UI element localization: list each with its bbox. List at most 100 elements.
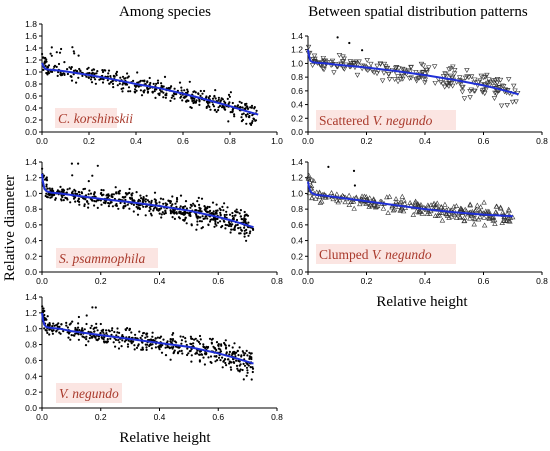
data-point [233,115,236,118]
data-point [46,73,49,76]
data-point [48,333,51,336]
data-point [114,338,118,341]
data-point [146,80,149,83]
data-point [348,41,351,45]
data-point [503,217,509,223]
data-point [241,106,244,109]
data-point [471,221,477,227]
data-point [208,337,212,340]
data-point [144,200,147,203]
data-point [246,107,250,110]
data-point [219,99,223,102]
data-point [198,98,201,101]
data-point [127,90,130,93]
data-point [393,196,399,201]
data-point [353,184,356,187]
data-point [247,364,250,367]
data-point [223,343,226,346]
data-point [229,366,232,369]
x-tick-label: 0.4 [154,276,166,286]
data-point [81,74,84,77]
data-point [210,218,213,221]
panel-label: Clumped V. negundo [319,247,432,262]
data-point [217,109,220,112]
data-point [197,215,200,218]
data-point [217,96,220,99]
data-point [149,338,153,341]
fitted-line [41,62,259,116]
data-point [199,338,202,341]
data-point [250,357,253,361]
data-point [102,78,105,81]
data-point [236,223,239,226]
data-point [47,64,51,67]
data-point [146,335,149,338]
data-point [188,80,191,83]
data-point [195,214,198,217]
data-point [42,56,45,59]
data-point [506,77,512,83]
y-tick-label: 1.4 [25,292,37,302]
data-point [66,188,69,191]
data-point [87,202,90,205]
data-point [449,213,455,219]
data-point [182,213,185,216]
data-point [132,79,135,82]
data-point [415,76,421,82]
data-point [133,90,136,93]
data-point [228,222,231,226]
data-point [199,216,202,219]
data-point [438,204,444,210]
data-point [162,91,165,94]
data-point [139,80,142,83]
panel-4: 0.0 0.2 0.4 0.6 0.8 0.0 0.2 0.4 0.6 0.8 1.0 1.2 1.4 S… [291,31,548,146]
data-point [136,213,140,216]
data-point [55,65,58,68]
y-tick-label: 0.6 [25,355,37,365]
x-tick-label: 0.4 [130,136,142,146]
data-point [215,224,218,227]
data-point [107,205,110,208]
data-point [101,70,105,74]
data-point [226,97,229,100]
y-tick-label: 0.8 [291,72,303,82]
data-point [424,211,431,216]
data-point [68,187,71,190]
data-point [194,205,197,208]
panel-label: C. korshinskii [58,111,133,126]
data-point [146,199,149,202]
data-point [451,71,458,77]
data-point [202,345,205,348]
data-point [340,54,346,60]
data-point [226,206,229,209]
y-tick-label: 0.4 [291,236,303,246]
data-point [381,70,387,76]
data-point [112,86,115,89]
data-point [155,82,158,85]
data-point [158,212,161,215]
fitted-line [41,173,254,229]
data-point [222,360,225,363]
data-point [106,338,109,341]
data-point [156,81,160,85]
data-point [77,54,80,57]
data-point [235,364,239,367]
data-point [369,68,376,74]
data-point [203,217,206,220]
data-point [104,201,107,204]
data-point [182,218,185,222]
data-point [223,202,226,205]
data-point [117,207,120,210]
data-point [117,190,120,193]
data-point [148,200,151,203]
data-point [71,320,74,323]
y-tick-label: 1.2 [291,173,303,183]
data-point [306,178,313,184]
data-point [413,208,420,214]
data-point [95,322,98,325]
data-point [233,113,236,116]
data-point [47,72,51,75]
data-point [306,172,312,178]
data-point [102,328,105,331]
